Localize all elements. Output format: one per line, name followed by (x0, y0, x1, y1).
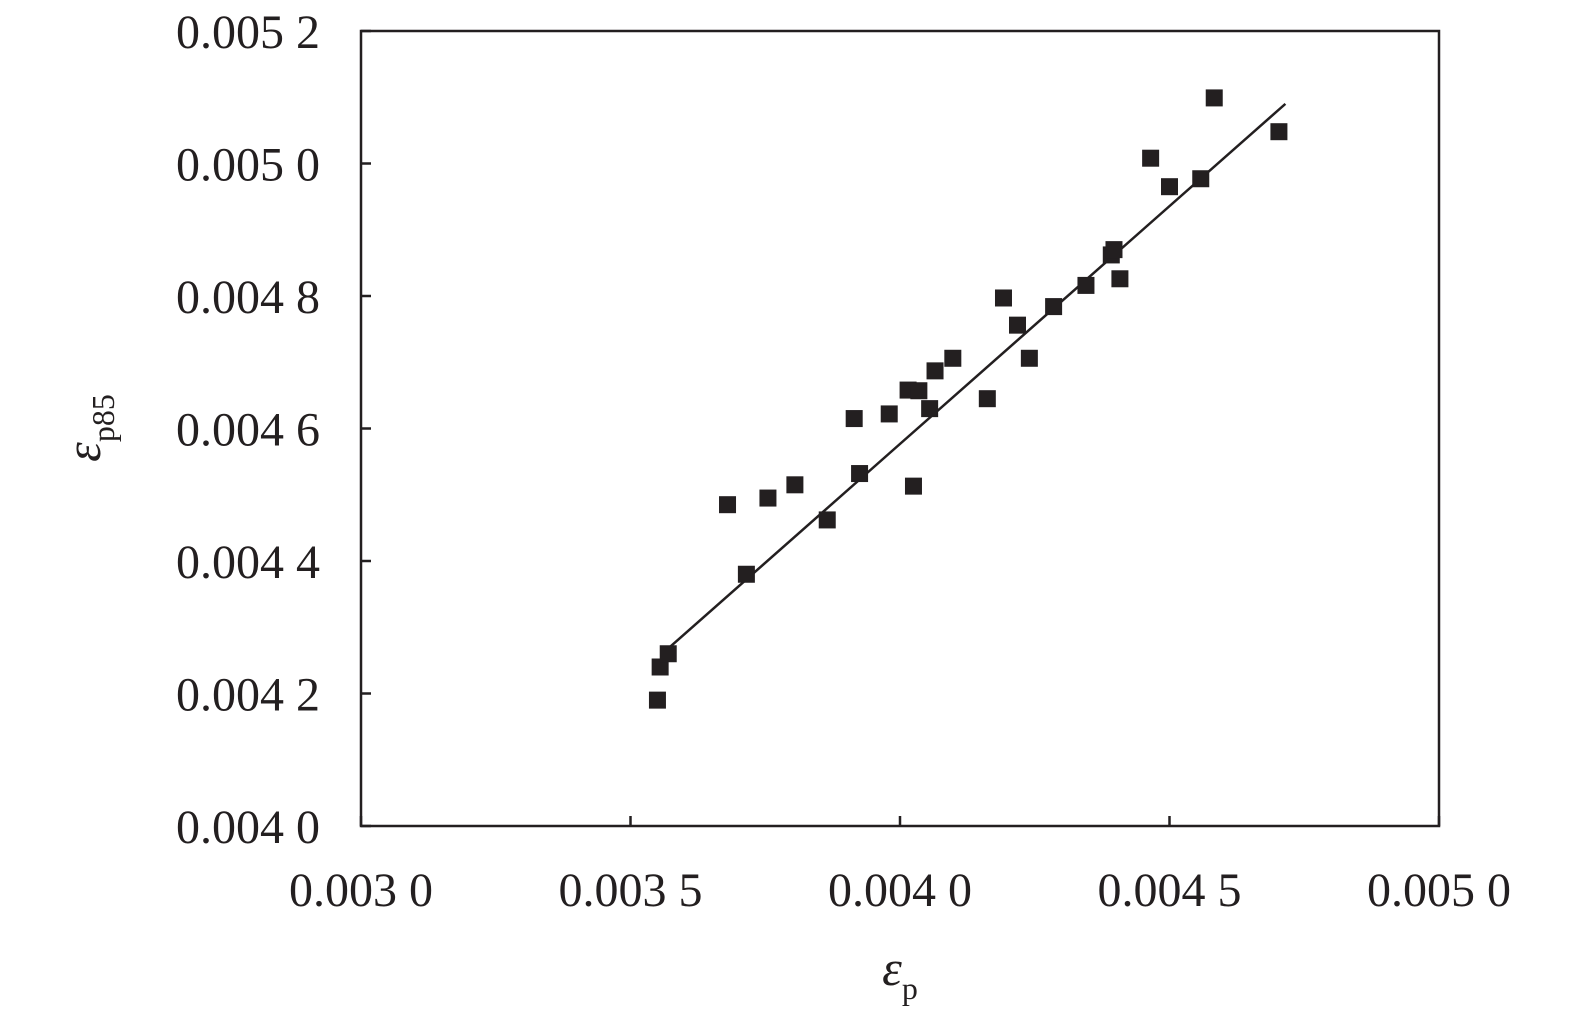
y-tick-label: 0.004 0 (176, 801, 320, 854)
data-point (1270, 123, 1288, 141)
y-tick-label: 0.004 4 (176, 536, 320, 589)
y-tick-label: 0.004 6 (176, 404, 320, 457)
x-tick-label: 0.003 0 (289, 864, 433, 917)
data-point (1009, 316, 1027, 334)
x-axis-label: εp (882, 940, 918, 1006)
x-axis-ticks: 0.003 0 0.003 5 0.004 0 0.004 5 0.005 0 (289, 816, 1511, 917)
data-point (851, 465, 869, 483)
x-tick-label: 0.004 5 (1098, 864, 1242, 917)
fit-line (667, 102, 1287, 650)
data-point (818, 511, 836, 529)
data-point (1142, 149, 1160, 167)
x-axis-label-main: ε (882, 940, 902, 996)
y-axis-ticks: 0.004 0 0.004 2 0.004 4 0.004 6 0.004 8 0.005… (176, 6, 371, 854)
plot-frame (359, 29, 1441, 828)
data-point (921, 400, 939, 418)
data-point (737, 565, 755, 583)
data-point (1077, 276, 1095, 294)
data-point (910, 382, 928, 400)
y-tick-label: 0.004 2 (176, 669, 320, 722)
data-point (659, 645, 677, 663)
x-tick-label: 0.004 0 (828, 864, 972, 917)
y-tick-label: 0.005 0 (176, 139, 320, 192)
data-point (978, 390, 996, 408)
data-point (759, 489, 777, 507)
data-point (651, 658, 669, 676)
data-point (648, 691, 666, 709)
data-point (1105, 241, 1123, 259)
data-point (1045, 298, 1063, 316)
data-point (944, 349, 962, 367)
y-tick-label: 0.004 8 (176, 271, 320, 324)
data-point (1111, 270, 1129, 288)
y-axis-label-sub: p85 (85, 394, 121, 442)
data-point (994, 289, 1012, 307)
data-points (648, 89, 1288, 709)
data-point (786, 476, 804, 494)
fit-line-group (667, 102, 1287, 650)
data-point (1192, 170, 1210, 188)
data-point (719, 496, 737, 514)
data-point (1161, 178, 1178, 196)
data-point (926, 362, 944, 380)
y-axis-label-main: ε (55, 442, 111, 462)
data-point (880, 405, 898, 423)
data-point (1205, 89, 1223, 107)
x-tick-label: 0.005 0 (1367, 864, 1511, 917)
y-tick-label: 0.005 2 (176, 6, 320, 59)
x-axis-label-sub: p (902, 970, 918, 1006)
data-point (1020, 349, 1038, 367)
y-axis-label: εp85 (55, 394, 121, 462)
data-point (845, 410, 863, 428)
data-point (904, 477, 922, 495)
x-tick-label: 0.003 5 (559, 864, 703, 917)
